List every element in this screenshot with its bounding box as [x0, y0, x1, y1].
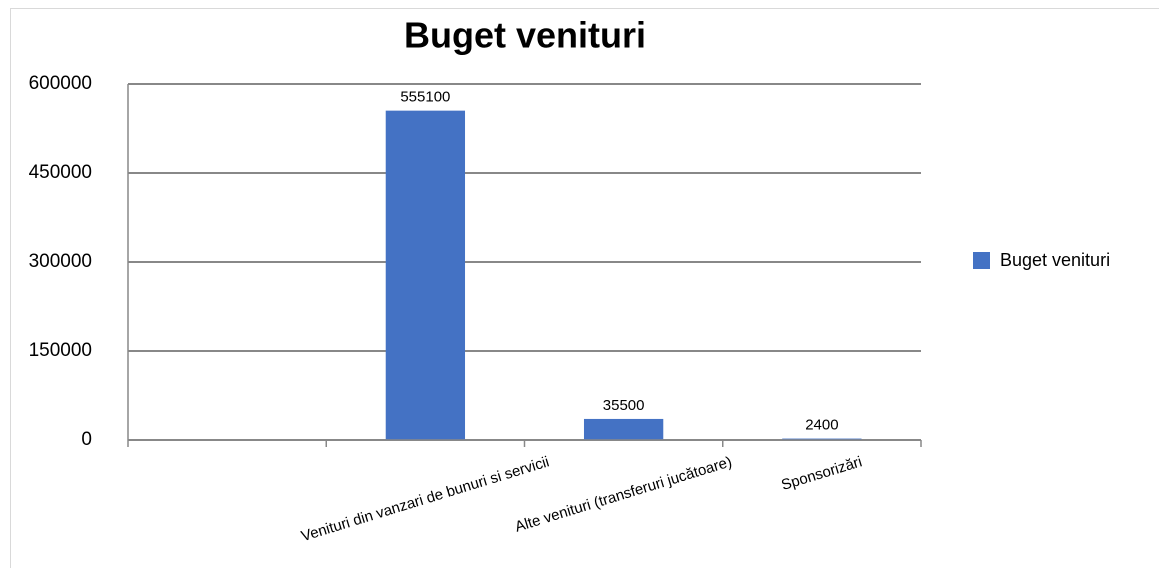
bar [583, 418, 664, 440]
data-label: 555100 [400, 89, 450, 106]
y-tick-label: 150000 [29, 340, 92, 361]
bar [385, 110, 466, 441]
data-label: 35500 [603, 397, 645, 414]
chart-title: Buget venituri [404, 15, 646, 56]
data-label: 2400 [805, 417, 838, 434]
chart-border [10, 8, 1159, 568]
legend-label: Buget venituri [1000, 250, 1110, 270]
legend-swatch [973, 252, 990, 269]
y-tick-label: 600000 [29, 73, 92, 94]
y-tick-label: 300000 [29, 251, 92, 272]
y-tick-label: 450000 [29, 162, 92, 183]
y-tick-label: 0 [81, 429, 92, 450]
